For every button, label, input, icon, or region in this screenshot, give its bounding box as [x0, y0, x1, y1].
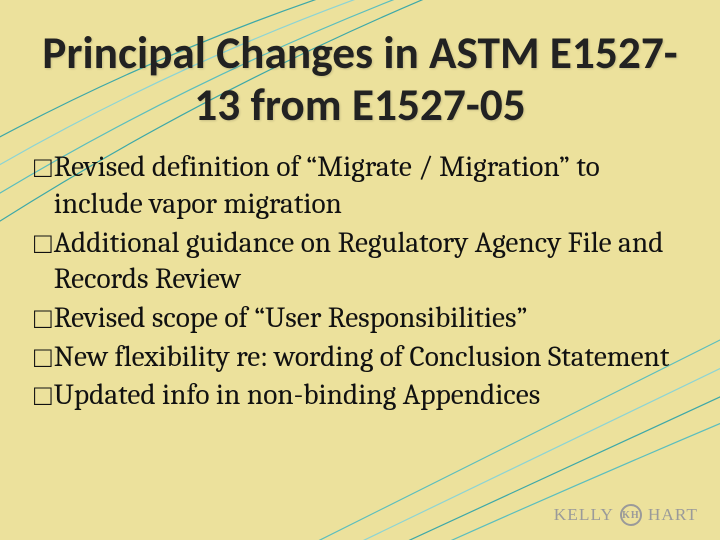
bullet-text: New flexibility re: wording of Conclusio…	[54, 340, 686, 377]
bullet-item: □Additional guidance on Regulatory Agenc…	[34, 226, 686, 299]
bullet-text: Revised definition of “Migrate / Migrati…	[54, 150, 686, 223]
bullet-item: □Revised scope of “User Responsibilities…	[34, 301, 686, 338]
bullet-glyph-icon: □	[34, 302, 52, 339]
bullet-item: □Updated info in non-binding Appendices	[34, 378, 686, 415]
bullet-glyph-icon: □	[34, 151, 52, 188]
slide-content: Principal Changes in ASTM E1527-13 from …	[0, 0, 720, 540]
bullet-glyph-icon: □	[34, 341, 52, 378]
bullet-text: Updated info in non-binding Appendices	[54, 378, 686, 415]
presentation-slide: Principal Changes in ASTM E1527-13 from …	[0, 0, 720, 540]
bullet-text: Additional guidance on Regulatory Agency…	[54, 226, 686, 299]
slide-title: Principal Changes in ASTM E1527-13 from …	[34, 28, 686, 132]
bullet-item: □New flexibility re: wording of Conclusi…	[34, 340, 686, 377]
bullet-text: Revised scope of “User Responsibilities”	[54, 301, 686, 338]
bullet-list: □Revised definition of “Migrate / Migrat…	[34, 150, 686, 415]
bullet-glyph-icon: □	[34, 379, 52, 416]
bullet-item: □Revised definition of “Migrate / Migrat…	[34, 150, 686, 223]
bullet-glyph-icon: □	[34, 227, 52, 264]
